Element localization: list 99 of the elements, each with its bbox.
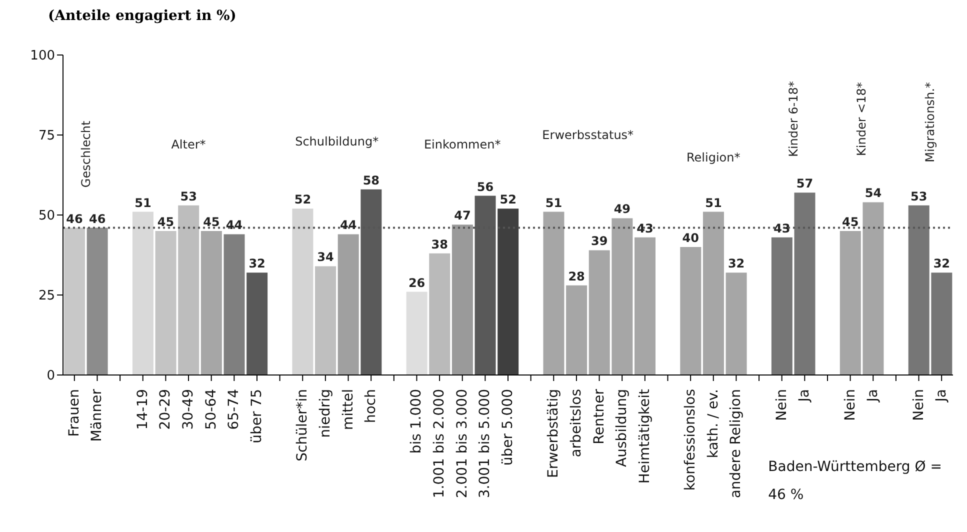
x-tick-label: Schüler*in — [294, 389, 311, 462]
x-tick-label: 14-19 — [134, 389, 151, 430]
x-tick-label: 20-29 — [158, 389, 174, 430]
data-label: 32 — [248, 256, 266, 271]
x-tick-label: Ja — [865, 389, 882, 403]
bar — [566, 285, 588, 375]
annotation: Geschlecht — [78, 120, 93, 188]
data-label: 43 — [774, 221, 790, 236]
bar — [680, 247, 702, 375]
annotation: Kinder <18* — [854, 82, 869, 156]
text: Baden-Württemberg Ø = 46 % — [768, 458, 943, 505]
x-tick-label: über 5.000 — [500, 389, 516, 466]
data-label: 45 — [203, 215, 220, 229]
data-label: 32 — [933, 256, 950, 271]
x-tick-label: hoch — [363, 389, 380, 424]
x-tick-label: 65-74 — [226, 388, 242, 430]
data-label: 56 — [476, 180, 494, 194]
data-label: 43 — [636, 221, 654, 236]
data-label: 39 — [591, 234, 608, 248]
bar — [452, 224, 473, 375]
x-tick-label: über 75 — [248, 389, 265, 444]
data-label: 47 — [454, 208, 471, 223]
data-label: 57 — [796, 176, 814, 191]
data-label: 28 — [568, 269, 585, 284]
bar — [634, 237, 656, 375]
x-tick-label: niedrig — [317, 389, 334, 438]
x-tick-label: kath. / ev. — [705, 389, 722, 458]
x-tick-label: Ja — [934, 389, 950, 403]
bar — [429, 253, 450, 375]
data-label: 51 — [134, 196, 152, 210]
data-label: 34 — [317, 250, 334, 264]
annotation: Erwerbsstatus* — [542, 128, 634, 142]
x-tick-label: bis 1.000 — [408, 389, 425, 454]
x-tick-label: Erwerbstätig — [546, 389, 562, 478]
bar — [292, 208, 314, 375]
data-label: 45 — [842, 215, 859, 229]
annotation: Religion* — [686, 150, 740, 164]
bar — [498, 208, 519, 375]
data-label: 52 — [500, 192, 516, 207]
data-label: 51 — [705, 196, 722, 210]
bar — [64, 228, 85, 375]
bar — [315, 266, 336, 375]
bar — [338, 234, 359, 375]
y-tick-label: 50 — [38, 208, 55, 224]
chart-title: (Anteile engagiert in %) — [47, 8, 238, 26]
bar — [132, 212, 154, 375]
x-tick-label: Nein — [774, 389, 790, 421]
bar — [86, 228, 108, 375]
x-tick-label: Ja — [796, 389, 813, 403]
data-label: 45 — [157, 215, 174, 229]
data-label: 49 — [614, 202, 631, 216]
x-tick-label: Ausbildung — [614, 389, 630, 467]
data-label: 52 — [294, 192, 312, 207]
data-label: 38 — [431, 237, 448, 252]
x-tick-label: andere Religion — [728, 389, 744, 498]
annotation: Einkommen* — [424, 138, 501, 152]
bar — [543, 212, 564, 375]
bar — [794, 192, 816, 375]
y-tick-label: 100 — [30, 48, 55, 64]
data-label: 53 — [180, 189, 197, 204]
x-tick-label: 3.001 bis 5.000 — [477, 389, 494, 498]
y-tick-label: 75 — [38, 128, 55, 144]
data-label: 54 — [864, 186, 882, 200]
data-label: 32 — [728, 256, 745, 271]
bar — [771, 237, 792, 375]
x-tick-label: 30-49 — [180, 389, 197, 430]
data-label: 53 — [910, 189, 928, 204]
x-tick-label: Männer — [89, 388, 106, 442]
bar — [246, 272, 268, 375]
x-tick-label: Nein — [842, 389, 858, 421]
bar — [200, 231, 222, 375]
data-label: 46 — [88, 212, 106, 226]
x-tick-label: arbeitslos — [568, 389, 584, 458]
data-label: 44 — [226, 218, 243, 232]
annotation: Schulbildung* — [295, 134, 379, 148]
annotation: Kinder 6-18* — [786, 81, 800, 157]
data-label: 58 — [362, 173, 380, 188]
x-tick-label: 1.001 bis 2.000 — [432, 389, 448, 498]
annotation: Alter* — [171, 138, 206, 152]
bar — [406, 292, 428, 375]
x-tick-label: mittel — [340, 389, 356, 430]
annotation: Migrationsh.* — [923, 82, 938, 162]
bar — [224, 234, 245, 375]
y-tick-label: 25 — [38, 288, 55, 304]
x-tick-label: Frauen — [66, 389, 82, 437]
x-tick-label: Heimtätigkeit — [636, 388, 653, 484]
y-tick-label: 0 — [46, 368, 55, 384]
x-tick-label: Rentner — [591, 388, 608, 444]
data-label: 46 — [66, 212, 83, 226]
x-tick-label: 50-64 — [203, 388, 220, 430]
x-tick-label: konfessionslos — [682, 389, 699, 491]
data-label: 44 — [340, 218, 357, 232]
bar — [726, 272, 747, 375]
x-tick-label: Nein — [910, 389, 927, 421]
x-tick-label: 2.001 bis 3.000 — [454, 389, 470, 498]
data-label: 51 — [545, 196, 562, 210]
data-label: 40 — [682, 231, 700, 245]
bar — [702, 212, 724, 375]
data-label: 26 — [408, 276, 426, 290]
